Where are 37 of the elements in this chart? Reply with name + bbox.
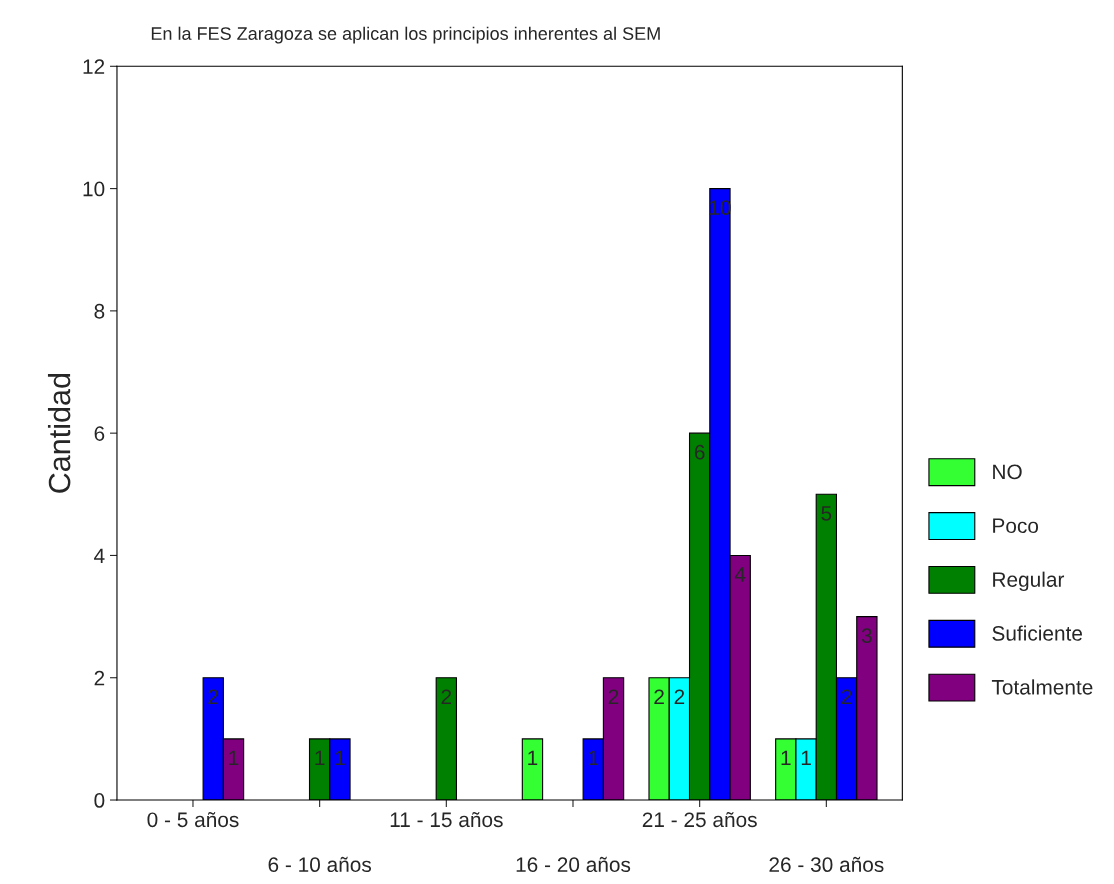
data-label: 2 — [841, 689, 852, 704]
data-label: 2 — [608, 689, 619, 704]
legend-label: NO — [993, 464, 1022, 480]
y-tick-label: 2 — [94, 670, 105, 686]
data-label: 1 — [801, 750, 811, 766]
data-label: 1 — [528, 750, 538, 766]
data-label: 2 — [441, 689, 452, 704]
y-tick-label: 0 — [94, 793, 105, 808]
legend-label: Totalmente — [991, 679, 1093, 695]
data-label: 2 — [654, 689, 664, 704]
legend-label: Poco — [993, 518, 1039, 534]
x-tick-label: 21 - 25 años — [642, 811, 757, 828]
legend-label: Suficiente — [992, 625, 1083, 641]
y-tick-label: 10 — [83, 181, 105, 197]
data-label: 2 — [208, 689, 218, 704]
y-tick-label: 4 — [94, 548, 105, 563]
data-label: 6 — [694, 444, 705, 460]
x-tick-label: 0 - 5 años — [147, 811, 239, 828]
data-label: 1 — [229, 750, 239, 766]
data-label: 3 — [861, 628, 872, 644]
data-label: 1 — [335, 750, 345, 766]
x-tick-label: 6 - 10 años — [268, 856, 372, 873]
chart-title: En la FES Zaragoza se aplican los principios inherentes al SEM — [151, 26, 660, 44]
data-label: 1 — [781, 750, 791, 766]
data-label: 5 — [821, 506, 832, 521]
data-label: 4 — [734, 567, 746, 582]
data-label: 1 — [589, 750, 599, 766]
y-tick-label: 8 — [94, 303, 105, 319]
legend-label: Regular — [993, 571, 1065, 592]
x-tick-label: 11 - 15 años — [390, 811, 503, 828]
data-label: 1 — [315, 750, 325, 766]
x-tick-label: 16 - 20 años — [516, 856, 631, 873]
y-tick-label: 6 — [94, 426, 105, 441]
y-tick-label: 12 — [83, 59, 105, 74]
x-tick-label: 26 - 30 años — [769, 856, 884, 873]
y-axis-title: Cantidad — [47, 373, 71, 493]
data-label: 2 — [674, 689, 685, 704]
